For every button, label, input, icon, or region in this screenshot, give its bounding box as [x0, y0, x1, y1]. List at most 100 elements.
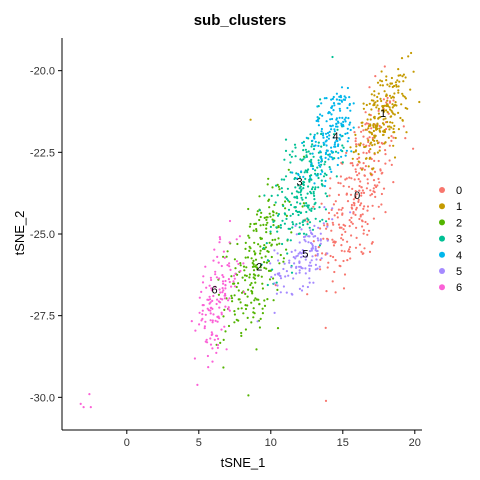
- point-cluster-0: [323, 224, 326, 227]
- point-cluster-0: [370, 193, 374, 196]
- point-cluster-3: [298, 226, 301, 229]
- point-cluster-1: [362, 107, 365, 110]
- point-cluster-0: [354, 213, 357, 216]
- point-cluster-4: [300, 170, 303, 173]
- point-cluster-4: [326, 135, 329, 138]
- point-cluster-2: [265, 261, 268, 264]
- point-cluster-2: [233, 282, 236, 285]
- point-cluster-1: [372, 124, 375, 127]
- point-cluster-1: [389, 115, 392, 118]
- point-cluster-0: [388, 159, 391, 162]
- point-cluster-2: [225, 297, 228, 300]
- cluster-label-2: 2: [256, 262, 262, 274]
- point-cluster-6: [221, 280, 225, 283]
- point-cluster-6: [204, 340, 207, 343]
- point-cluster-5: [274, 273, 277, 276]
- point-cluster-1: [394, 81, 397, 84]
- point-cluster-5: [349, 211, 352, 214]
- point-cluster-3: [313, 203, 316, 206]
- point-cluster-1: [373, 152, 376, 155]
- point-cluster-0: [348, 250, 351, 253]
- point-cluster-2: [253, 253, 257, 256]
- point-cluster-0: [357, 178, 360, 181]
- point-cluster-3: [293, 196, 296, 199]
- point-cluster-0: [364, 220, 367, 224]
- point-cluster-0: [373, 159, 376, 162]
- point-cluster-3: [290, 192, 294, 195]
- point-cluster-2: [260, 275, 263, 278]
- point-cluster-4: [327, 158, 330, 161]
- point-cluster-2: [278, 188, 281, 191]
- point-cluster-3: [313, 207, 316, 210]
- point-cluster-0: [355, 236, 358, 239]
- point-cluster-1: [383, 90, 386, 93]
- y-tick-label: -22.5: [30, 147, 55, 159]
- point-cluster-1: [361, 121, 364, 124]
- point-cluster-4: [321, 170, 324, 173]
- point-cluster-5: [298, 269, 301, 272]
- point-cluster-0: [317, 246, 320, 249]
- point-cluster-0: [372, 190, 375, 193]
- point-cluster-1: [392, 127, 395, 130]
- point-cluster-4: [310, 164, 313, 168]
- point-cluster-5: [308, 269, 311, 272]
- point-cluster-6: [202, 275, 205, 278]
- point-cluster-2: [248, 249, 251, 252]
- point-cluster-5: [283, 262, 286, 265]
- point-cluster-5: [300, 228, 303, 231]
- point-cluster-2: [282, 257, 285, 260]
- point-cluster-5: [295, 255, 298, 258]
- point-cluster-0: [374, 75, 377, 78]
- point-cluster-0: [356, 157, 359, 161]
- point-cluster-5: [301, 285, 305, 288]
- point-cluster-0: [362, 135, 365, 138]
- point-cluster-0: [348, 248, 351, 251]
- point-cluster-1: [391, 103, 394, 106]
- point-cluster-5: [308, 264, 311, 267]
- point-cluster-0: [359, 215, 362, 218]
- point-cluster-0: [306, 220, 309, 223]
- point-cluster-6: [220, 264, 223, 268]
- point-cluster-0: [351, 162, 354, 165]
- point-cluster-6: [204, 320, 207, 323]
- point-cluster-1: [388, 128, 391, 131]
- point-cluster-3: [297, 191, 300, 194]
- point-cluster-1: [368, 113, 371, 116]
- point-cluster-4: [340, 135, 343, 138]
- point-cluster-0: [352, 198, 355, 201]
- point-cluster-1: [383, 130, 386, 133]
- point-cluster-2: [252, 265, 256, 268]
- point-cluster-1: [358, 144, 361, 147]
- point-cluster-4: [347, 137, 350, 140]
- point-cluster-6: [219, 238, 222, 241]
- point-cluster-4: [315, 119, 318, 122]
- point-cluster-0: [369, 194, 372, 197]
- point-cluster-4: [314, 140, 317, 143]
- point-cluster-5: [295, 233, 298, 236]
- point-cluster-2: [275, 243, 279, 246]
- point-cluster-4: [334, 125, 338, 128]
- point-cluster-3: [265, 242, 268, 245]
- point-cluster-5: [313, 224, 316, 227]
- point-cluster-2: [251, 261, 254, 265]
- point-cluster-4: [340, 155, 343, 158]
- point-cluster-2: [217, 293, 220, 296]
- point-cluster-0: [312, 205, 315, 208]
- point-cluster-1: [362, 102, 365, 105]
- point-cluster-6: [209, 306, 212, 309]
- point-cluster-5: [298, 265, 301, 268]
- point-cluster-6: [214, 273, 217, 276]
- point-cluster-2: [254, 281, 257, 284]
- point-cluster-6: [211, 319, 214, 322]
- point-cluster-3: [275, 226, 278, 229]
- point-cluster-5: [326, 252, 329, 255]
- point-cluster-2: [251, 292, 254, 295]
- point-cluster-2: [272, 277, 275, 280]
- point-cluster-2: [231, 300, 234, 303]
- point-cluster-4: [313, 133, 316, 136]
- point-cluster-4: [318, 164, 321, 167]
- point-cluster-4: [325, 120, 328, 123]
- point-cluster-0: [362, 143, 365, 146]
- legend-key-0: [439, 187, 445, 193]
- point-cluster-0: [354, 140, 357, 143]
